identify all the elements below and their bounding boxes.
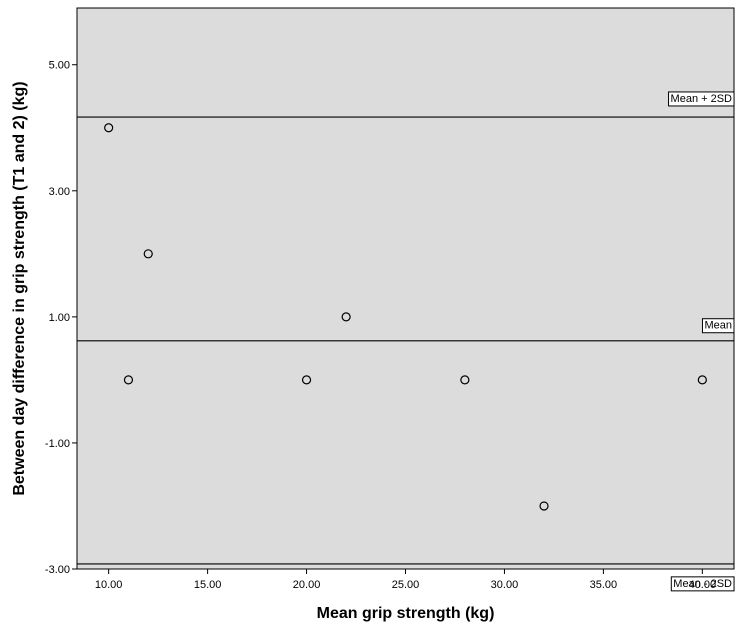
y-axis: -3.00 -1.00 1.00 3.00 5.00 — [45, 60, 77, 576]
plot-area — [76, 7, 735, 570]
x-tick-label: 20.00 — [293, 579, 321, 591]
y-tick-label: 5.00 — [49, 60, 70, 72]
y-tick-label: -1.00 — [45, 438, 70, 450]
x-tick-label: 15.00 — [194, 579, 222, 591]
ref-label-box-mean-2sd — [670, 576, 735, 592]
data-point — [143, 249, 153, 259]
x-axis: 10.00 15.00 20.00 25.00 30.00 35.00 40.00 — [95, 569, 716, 591]
ref-label-mean-2sd: Mean + 2SD — [671, 93, 733, 105]
y-tick-label: 3.00 — [49, 186, 70, 198]
data-point — [341, 312, 351, 322]
data-point — [539, 501, 549, 511]
x-tick-label: 30.00 — [491, 579, 519, 591]
y-tick-label: -3.00 — [45, 564, 70, 576]
data-point — [301, 375, 312, 385]
x-axis-title: Mean grip strength (kg) — [317, 605, 495, 622]
y-tick-label: 1.00 — [49, 312, 70, 324]
ref-label-mean-2sd: Mean - 2SD — [673, 578, 732, 590]
x-tick-label: 10.00 — [95, 579, 123, 591]
data-point — [123, 375, 134, 385]
x-tick-label: 40.00 — [689, 579, 717, 591]
ref-label-box-mean-2sd — [668, 91, 735, 107]
data-point — [104, 123, 114, 133]
y-axis-title: Between day difference in grip strength … — [11, 81, 28, 495]
data-point — [460, 375, 470, 385]
x-tick-label: 25.00 — [392, 579, 420, 591]
x-tick-label: 35.00 — [590, 579, 618, 591]
ref-label-box-mean — [701, 318, 735, 334]
ref-label-mean: Mean — [704, 320, 732, 332]
data-point — [697, 375, 707, 385]
